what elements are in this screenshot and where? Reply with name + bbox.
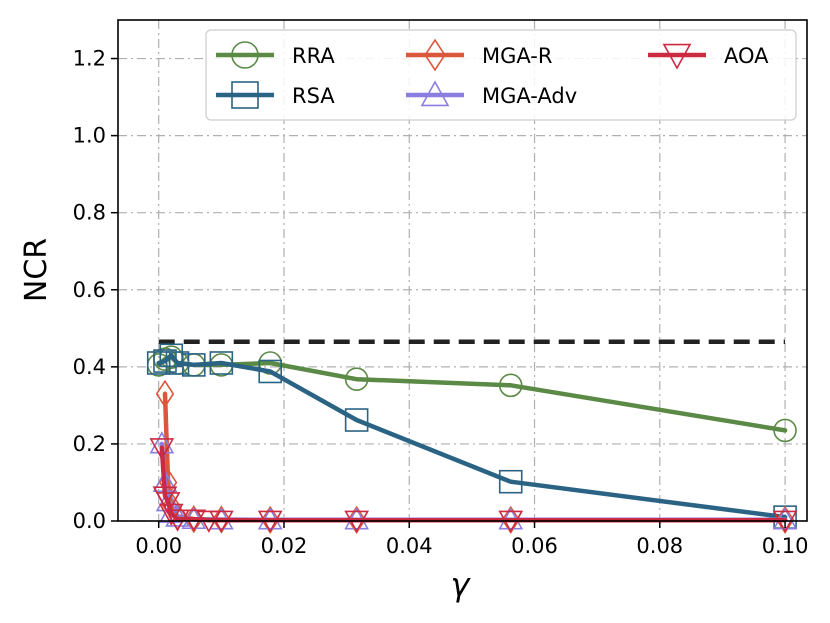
y-tick-label: 0.4 (73, 355, 106, 379)
y-tick-label: 1.0 (73, 124, 106, 148)
axis-ticks: 0.00 0.02 0.04 0.06 0.08 0.10 0.0 0.2 0.4 0.6 0.8 1… (73, 47, 809, 558)
data-point (231, 81, 259, 109)
data-point (344, 408, 369, 432)
legend-item-rsa: RSA (216, 81, 335, 109)
legend-label: MGA-R (482, 44, 552, 68)
data-point (498, 373, 523, 398)
data-point (149, 438, 175, 461)
plot-frame (117, 19, 808, 522)
data-point (498, 469, 523, 494)
legend-label: MGA-Adv (482, 84, 577, 108)
legend-item-mga-adv: MGA-Adv (406, 80, 577, 108)
x-axis-title: γ (451, 566, 472, 604)
x-tick-label: 0.04 (386, 534, 433, 558)
data-point (209, 351, 234, 375)
x-tick-label: 0.02 (261, 534, 308, 558)
data-point (181, 509, 207, 532)
x-tick-label: 0.00 (135, 534, 182, 558)
data-point (146, 351, 171, 375)
data-point (158, 503, 184, 526)
data-point (165, 509, 190, 532)
data-point (155, 492, 181, 515)
series-rsa (146, 343, 797, 529)
legend-label: RRA (292, 44, 335, 68)
data-point (165, 351, 190, 375)
y-tick-label: 0.8 (73, 201, 106, 225)
data-point (258, 359, 283, 384)
data-point (181, 353, 206, 377)
data-point (158, 500, 184, 523)
legend-label: AOA (724, 44, 769, 68)
legend-item-rra: RRA (216, 41, 335, 69)
x-tick-label: 0.10 (762, 534, 809, 558)
data-point (773, 418, 797, 443)
y-tick-label: 0.2 (73, 432, 106, 456)
y-tick-label: 1.2 (73, 47, 106, 71)
data-point (153, 349, 177, 373)
data-point (424, 38, 446, 72)
series-layer (146, 343, 798, 534)
y-tick-label: 0.0 (73, 509, 106, 533)
legend-frame (205, 29, 797, 121)
x-tick-label: 0.06 (511, 534, 558, 558)
data-point (231, 41, 259, 69)
legend-label: RSA (292, 84, 335, 108)
y-tick-label: 0.6 (73, 278, 106, 302)
data-point (344, 367, 369, 391)
legend-item-mga-r: MGA-R (406, 38, 552, 72)
series-line (156, 353, 788, 520)
x-tick-label: 0.08 (636, 534, 683, 558)
legend-item-aoa: AOA (648, 43, 769, 70)
data-point (662, 43, 692, 70)
legend: RRA MGA-R AOA RSA MGA-Adv (205, 29, 797, 121)
data-point (155, 379, 175, 408)
y-axis-title: NCR (19, 238, 54, 302)
data-point (420, 80, 450, 107)
